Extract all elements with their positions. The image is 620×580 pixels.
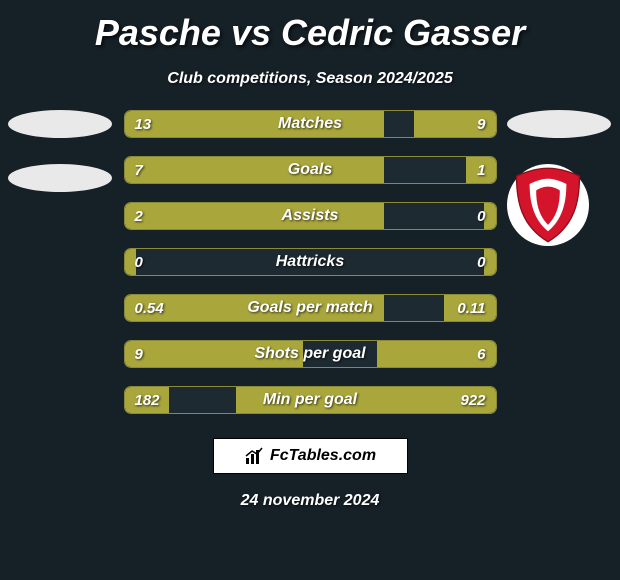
source-label: FcTables.com [270, 447, 376, 465]
stat-value-left: 0 [135, 249, 143, 275]
stat-value-right: 0 [477, 203, 485, 229]
stats-area: Matches139Goals71Assists20Hattricks00Goa… [0, 110, 620, 414]
stat-label: Goals per match [125, 295, 496, 321]
left-player-badges [8, 110, 113, 218]
comparison-title: Pasche vs Cedric Gasser [0, 0, 620, 54]
stat-value-left: 2 [135, 203, 143, 229]
shield-icon [507, 163, 589, 247]
stat-row: Min per goal182 922 [124, 386, 497, 414]
stat-value-right: 9 [477, 111, 485, 137]
stat-label: Shots per goal [125, 341, 496, 367]
stat-label: Min per goal [125, 387, 496, 413]
footer-date: 24 november 2024 [0, 492, 620, 510]
stat-value-right: 0 [477, 249, 485, 275]
stat-value-right: 6 [477, 341, 485, 367]
stat-label: Assists [125, 203, 496, 229]
stat-label: Goals [125, 157, 496, 183]
stat-row: Assists2 0 [124, 202, 497, 230]
stat-value-left: 7 [135, 157, 143, 183]
stat-value-right: 1 [477, 157, 485, 183]
player-badge-placeholder [507, 110, 611, 138]
stat-value-left: 13 [135, 111, 152, 137]
stat-value-left: 0.54 [135, 295, 164, 321]
stat-row: Shots per goal9 6 [124, 340, 497, 368]
stat-value-left: 9 [135, 341, 143, 367]
chart-icon [244, 446, 264, 466]
stat-row: Matches13 9 [124, 110, 497, 138]
right-player-badges [507, 110, 612, 246]
club-badge-placeholder [8, 164, 112, 192]
stat-label: Matches [125, 111, 496, 137]
stat-row: Hattricks0 0 [124, 248, 497, 276]
stat-value-right: 922 [460, 387, 485, 413]
comparison-subtitle: Club competitions, Season 2024/2025 [0, 70, 620, 88]
stat-rows: Matches139Goals71Assists20Hattricks00Goa… [124, 110, 497, 414]
stat-row: Goals7 1 [124, 156, 497, 184]
player-badge-placeholder [8, 110, 112, 138]
stat-label: Hattricks [125, 249, 496, 275]
stat-value-left: 182 [135, 387, 160, 413]
stat-row: Goals per match0.54 0.11 [124, 294, 497, 322]
club-crest [507, 164, 589, 246]
source-badge[interactable]: FcTables.com [213, 438, 408, 474]
stat-value-right: 0.11 [457, 295, 485, 321]
